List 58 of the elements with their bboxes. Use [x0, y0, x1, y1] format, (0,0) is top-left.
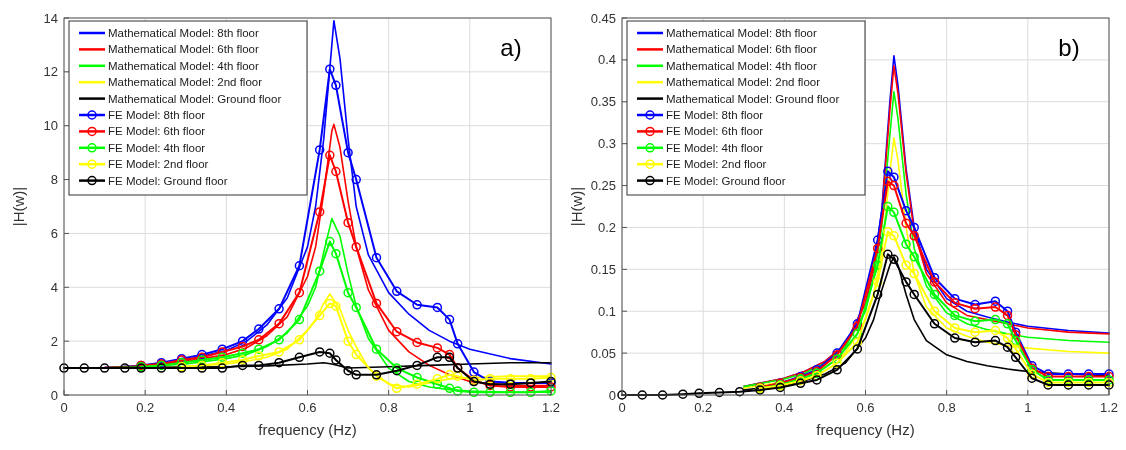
x-tick-label: 1	[466, 400, 474, 415]
legend-label: FE Model: Ground floor	[108, 174, 228, 187]
x-tick-label: 0.2	[694, 400, 713, 415]
legend-label: Mathematical Model: 4th floor	[666, 59, 818, 72]
legend-label: Mathematical Model: 4th floor	[108, 59, 260, 72]
y-axis-title: |H(w)|	[568, 186, 585, 227]
y-tick-label: 4	[50, 279, 58, 295]
legend-label: Mathematical Model: 2nd floor	[666, 76, 821, 89]
legend-label: FE Model: 6th floor	[666, 125, 764, 138]
x-tick-label: 1.2	[541, 400, 561, 415]
legend-label: Mathematical Model: 8th floor	[666, 27, 818, 39]
x-tick-label: 1	[1024, 400, 1032, 415]
y-tick-label: 10	[43, 118, 58, 134]
legend-label: FE Model: 4th floor	[666, 141, 764, 154]
x-tick-label: 0.4	[775, 400, 794, 415]
y-tick-label: 6	[50, 225, 58, 241]
legend-label: FE Model: 2nd floor	[108, 158, 209, 171]
legend-label: FE Model: 8th floor	[666, 109, 764, 121]
y-tick-label: 14	[43, 10, 58, 26]
x-tick-label: 0.8	[379, 400, 398, 415]
x-tick-label: 0	[618, 400, 626, 415]
y-tick-label: 0.15	[590, 261, 616, 277]
legend-label: FE Model: 4th floor	[108, 141, 206, 154]
y-tick-label: 0	[50, 387, 58, 403]
y-tick-label: 8	[50, 172, 58, 188]
y-tick-label: 0.3	[597, 136, 616, 152]
y-axis-title: |H(w)|	[10, 186, 27, 227]
legend-label: FE Model: Ground floor	[666, 174, 786, 187]
y-tick-label: 0.05	[590, 345, 616, 361]
x-tick-label: 0.6	[856, 400, 875, 415]
x-tick-label: 0.8	[937, 400, 956, 415]
x-axis-title: frequency (Hz)	[258, 421, 357, 438]
legend-label: Mathematical Model: 6th floor	[666, 43, 818, 56]
legend-label: Mathematical Model: Ground floor	[108, 92, 282, 105]
y-tick-label: 0.25	[590, 178, 616, 194]
y-tick-label: 0	[608, 387, 616, 403]
legend-label: FE Model: 6th floor	[108, 125, 206, 138]
x-tick-label: 0.2	[136, 400, 155, 415]
y-tick-label: 2	[50, 333, 58, 349]
y-tick-label: 0.4	[597, 52, 616, 68]
x-tick-label: 0	[60, 400, 68, 415]
x-axis-title: frequency (Hz)	[816, 421, 915, 438]
legend-label: FE Model: 8th floor	[108, 109, 206, 121]
legend-label: Mathematical Model: 2nd floor	[108, 76, 263, 89]
x-tick-label: 0.6	[298, 400, 317, 415]
y-tick-label: 0.35	[590, 94, 616, 110]
legend-label: Mathematical Model: 6th floor	[108, 43, 260, 56]
annotation: a)	[500, 34, 522, 61]
x-tick-label: 1.2	[1099, 400, 1119, 415]
x-tick-label: 0.4	[217, 400, 236, 415]
y-tick-label: 0.2	[597, 219, 616, 235]
legend-label: Mathematical Model: 8th floor	[108, 27, 260, 39]
legend-label: FE Model: 2nd floor	[666, 158, 767, 171]
y-tick-label: 0.1	[597, 303, 616, 319]
legend-label: Mathematical Model: Ground floor	[666, 92, 840, 105]
y-tick-label: 12	[43, 64, 58, 80]
annotation: b)	[1058, 34, 1080, 61]
y-tick-label: 0.45	[590, 10, 616, 26]
